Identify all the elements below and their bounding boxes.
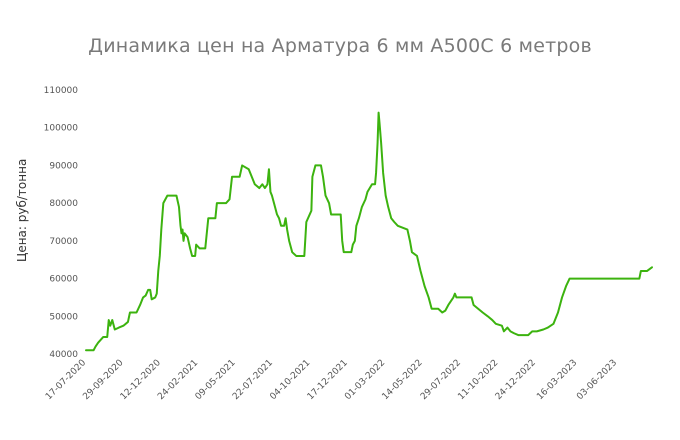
- y-tick-label: 60000: [49, 275, 78, 285]
- y-tick-label: 90000: [49, 161, 78, 171]
- x-tick-label: 03-06-2023: [575, 358, 619, 402]
- x-tick-label: 16-03-2023: [535, 358, 579, 402]
- y-tick-label: 40000: [49, 350, 78, 360]
- y-tick-label: 70000: [49, 237, 78, 247]
- y-tick-label: 100000: [44, 124, 79, 134]
- price-series-line: [85, 111, 653, 352]
- x-tick-label: 14-05-2022: [381, 358, 425, 402]
- y-tick-label: 50000: [49, 312, 78, 322]
- x-tick-label: 24-12-2022: [494, 358, 538, 402]
- y-tick-label: 80000: [49, 199, 78, 209]
- y-tick-label: 110000: [44, 86, 79, 96]
- chart-title: Динамика цен на Арматура 6 мм А500С 6 ме…: [88, 35, 592, 57]
